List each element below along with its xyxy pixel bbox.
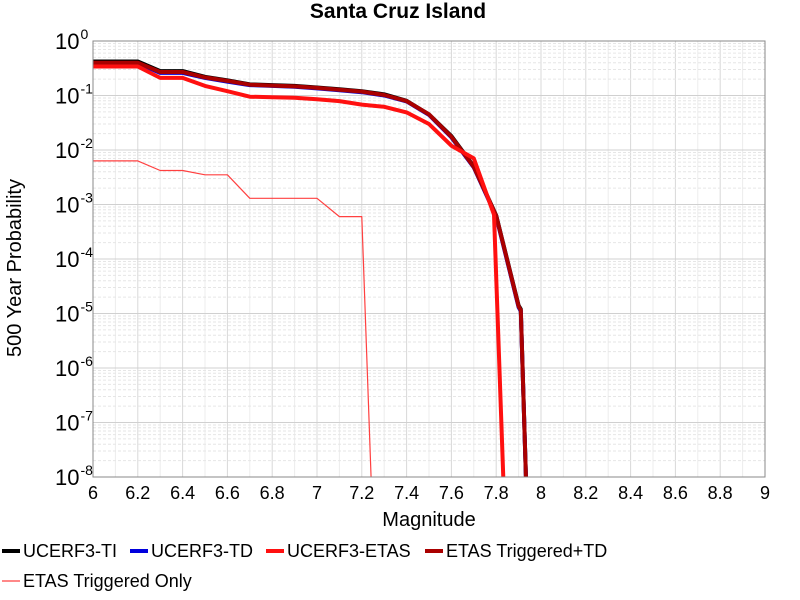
y-tick-label: 10-1 <box>55 81 93 109</box>
x-tick-label: 8.6 <box>663 483 688 503</box>
x-tick-label: 6 <box>88 483 98 503</box>
y-tick-label: 10-7 <box>55 408 93 436</box>
x-tick-label: 7 <box>312 483 322 503</box>
x-tick-label: 7.2 <box>349 483 374 503</box>
x-tick-label: 7.6 <box>439 483 464 503</box>
x-tick-label: 9 <box>760 483 770 503</box>
x-tick-label: 8 <box>536 483 546 503</box>
x-tick-label: 6.4 <box>170 483 195 503</box>
x-tick-label: 8.8 <box>708 483 733 503</box>
legend-label-3: ETAS Triggered+TD <box>446 541 607 561</box>
x-tick-label: 6.6 <box>215 483 240 503</box>
series-line-4 <box>93 160 372 477</box>
x-tick-label: 7.4 <box>394 483 419 503</box>
y-tick-label: 10-8 <box>55 462 93 490</box>
x-tick-label: 8.2 <box>573 483 598 503</box>
x-axis-ticks: 6 6.2 6.4 6.6 6.8 7 7.2 7.4 7.6 7.8 8 8.2 8.4 8.6 8.8 9 <box>88 483 770 503</box>
y-tick-label: 10-5 <box>55 299 93 327</box>
y-tick-label: 10-3 <box>55 190 93 218</box>
chart-title: Santa Cruz Island <box>310 0 486 23</box>
y-tick-label: 100 <box>55 26 88 54</box>
legend-label-2: UCERF3-ETAS <box>287 541 411 561</box>
x-tick-label: 7.8 <box>484 483 509 503</box>
y-tick-label: 10-2 <box>55 135 93 163</box>
y-tick-label: 10-4 <box>55 244 93 272</box>
legend: UCERF3-TI UCERF3-TD UCERF3-ETAS ETAS Trigge… <box>2 541 607 591</box>
series-line-2 <box>93 64 506 477</box>
legend-label-0: UCERF3-TI <box>23 541 117 561</box>
y-tick-label: 10-6 <box>55 353 93 381</box>
legend-label-4: ETAS Triggered Only <box>23 571 192 591</box>
x-tick-label: 6.8 <box>260 483 285 503</box>
grid <box>92 41 766 478</box>
y-axis-label: 500 Year Probability <box>4 179 26 357</box>
plot-frame <box>92 40 766 478</box>
y-axis-ticks: 100 10-1 10-2 10-3 10-4 10-5 10-6 10-7 10-8 <box>55 26 93 490</box>
x-axis-label: Magnitude <box>382 509 475 531</box>
plot-lines <box>93 59 528 477</box>
x-tick-label: 8.4 <box>618 483 643 503</box>
legend-label-1: UCERF3-TD <box>151 541 253 561</box>
x-tick-label: 6.2 <box>125 483 150 503</box>
